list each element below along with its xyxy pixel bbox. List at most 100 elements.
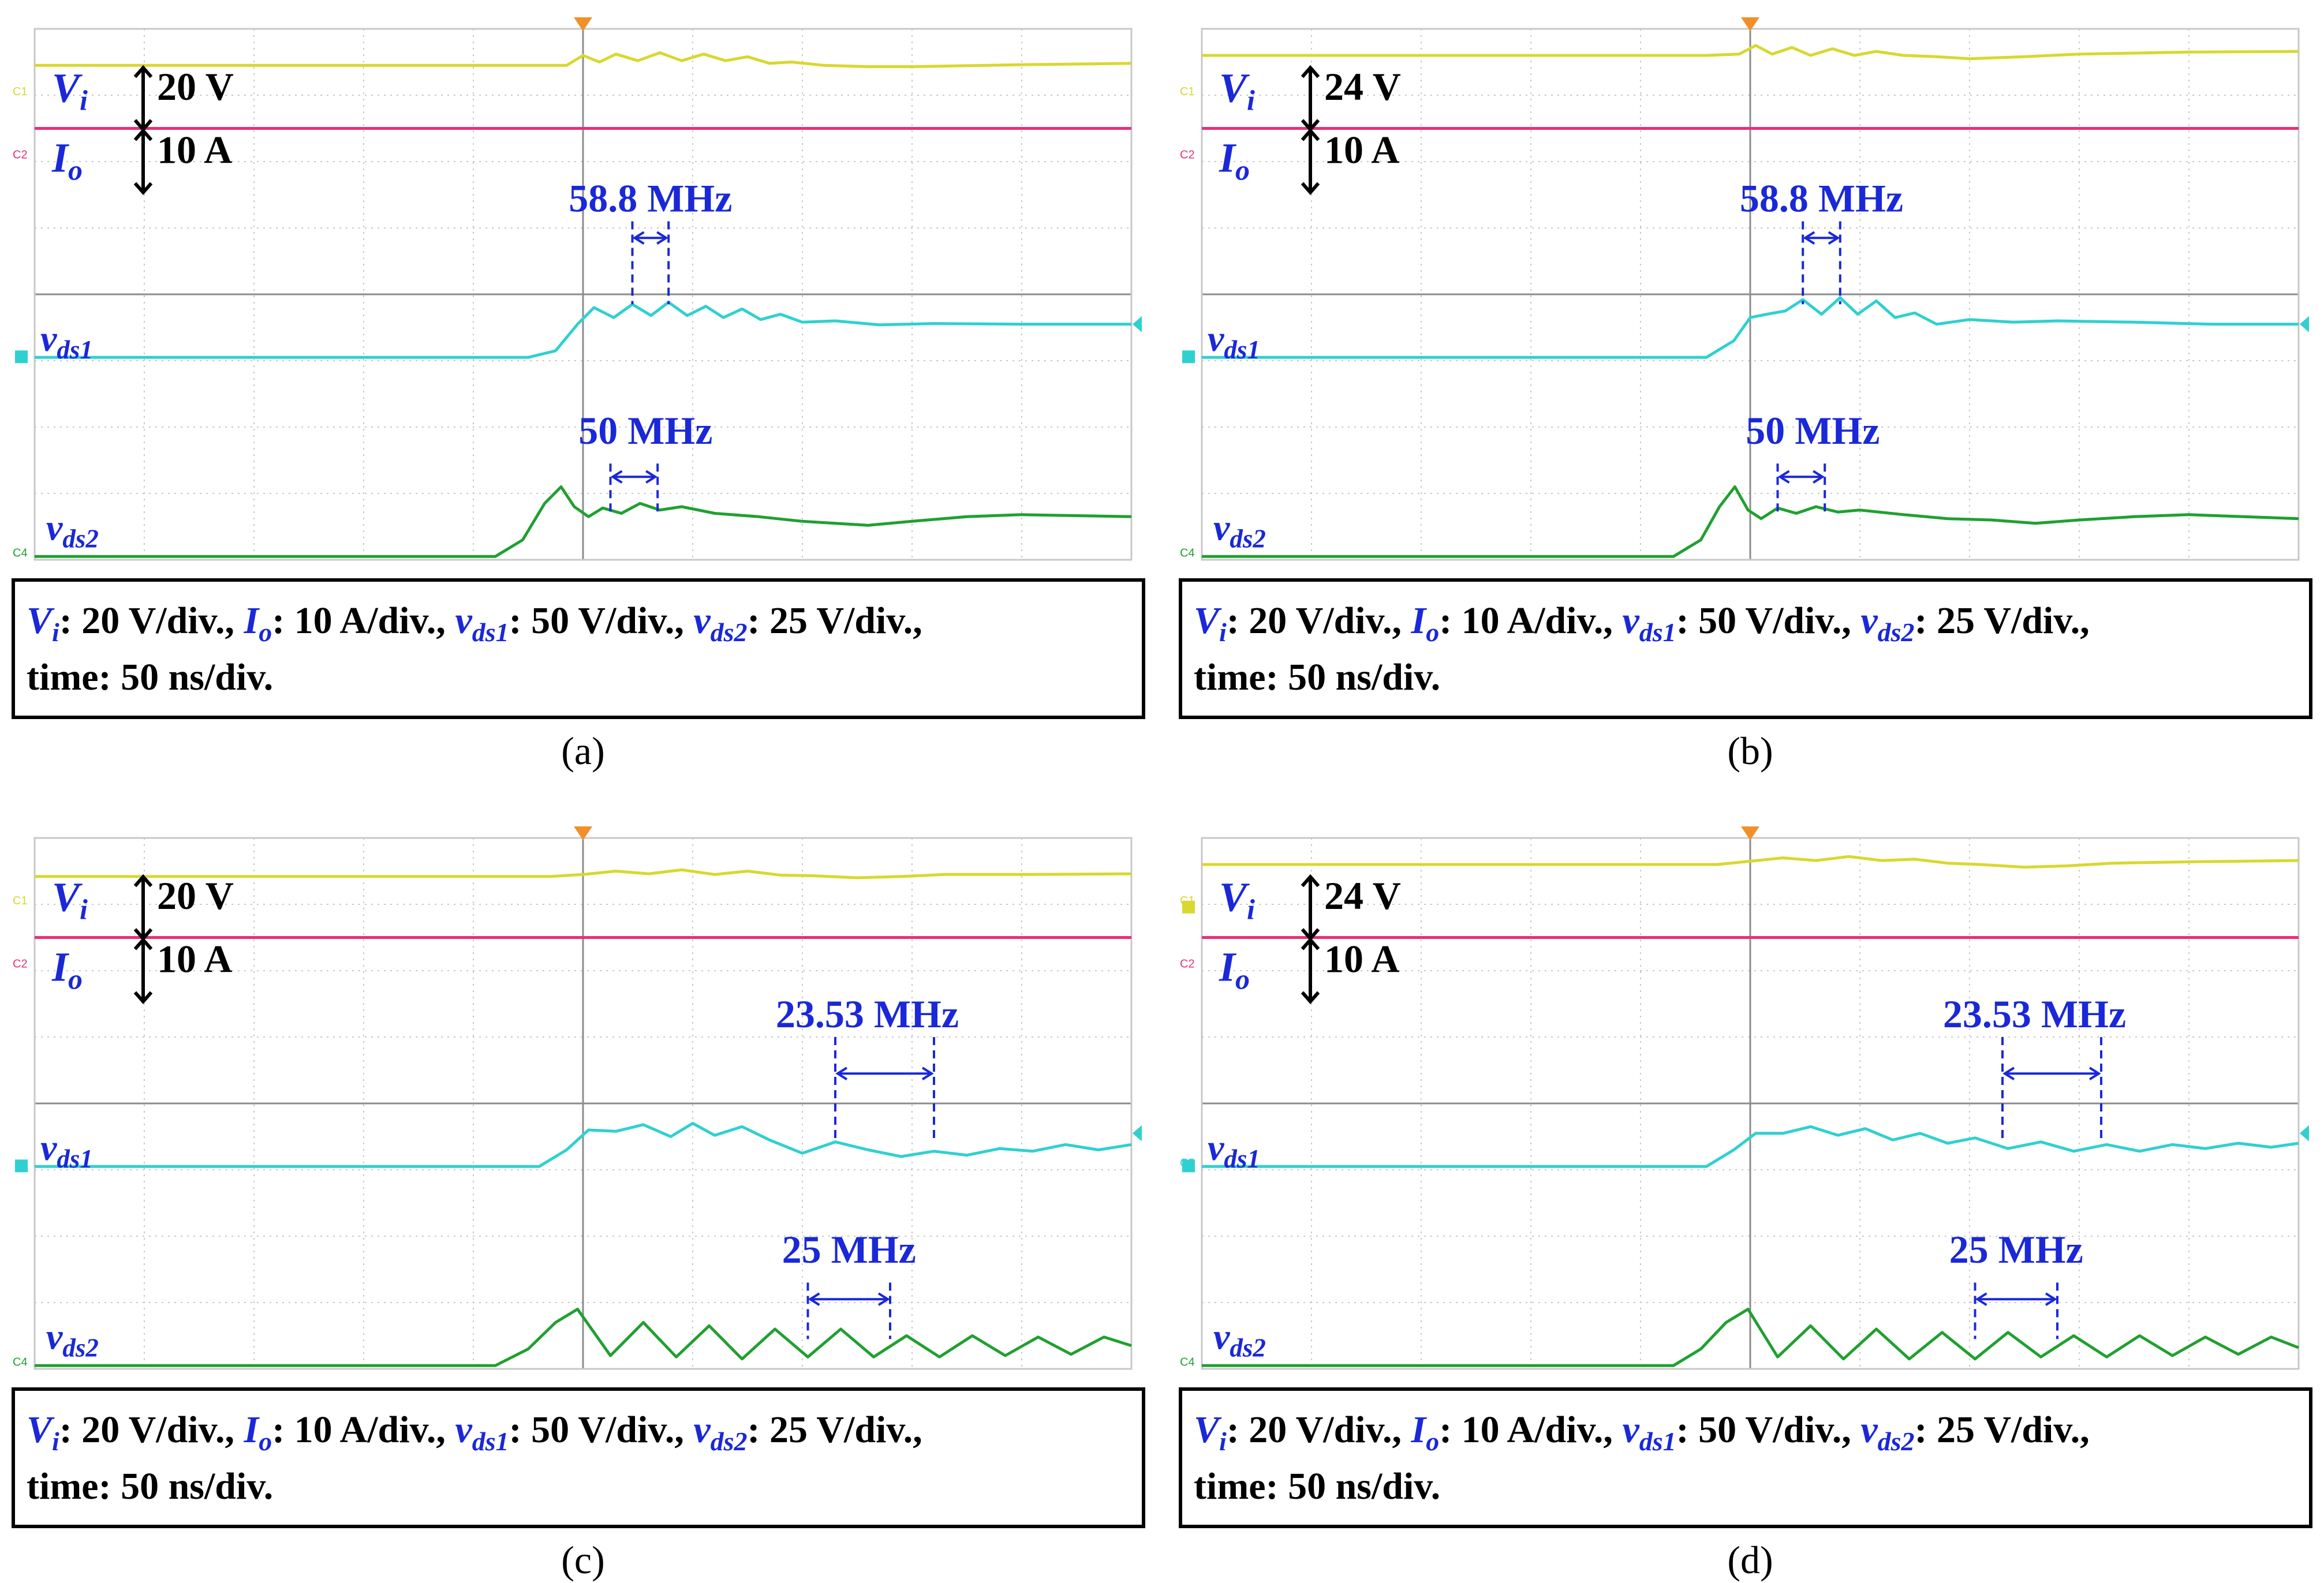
scope-settings-box: Vi: 20 V/div., Io: 10 A/div., vds1: 50 V…	[1179, 578, 2312, 719]
channel-marker-c4: C4	[1180, 1356, 1195, 1368]
vi-scale-arrow-icon	[1301, 874, 1320, 941]
trace-vds2	[35, 485, 1132, 558]
settings-vds1-scale: : 50 V/div.,	[1676, 1409, 1861, 1451]
vi-scale-arrow-icon	[133, 65, 153, 132]
vi-scale-label: 20 V	[157, 65, 234, 108]
label-vds2: vds2	[1213, 507, 1266, 553]
waveform-plot: C1 C2 C4 Vi Io vds1 vds2 20 V 10 A 23.53 MHz 25 MH…	[13, 826, 1142, 1370]
settings-io-symbol: Io	[244, 600, 272, 648]
vds1-period-marker	[2001, 1037, 2102, 1143]
io-scale-arrow-icon	[1301, 937, 1320, 1005]
settings-vi-symbol: Vi	[1194, 1409, 1227, 1457]
settings-vi-scale: : 20 V/div.,	[1226, 600, 1411, 642]
vi-scale-label: 20 V	[157, 874, 234, 918]
panel-caption: (b)	[1727, 729, 1773, 773]
trace-vi	[1202, 44, 2299, 61]
label-vds1: vds1	[40, 1127, 93, 1173]
settings-vds1-scale: : 50 V/div.,	[1676, 600, 1861, 642]
vds1-period-marker	[631, 221, 670, 305]
vds2-period-marker	[1974, 1282, 2058, 1339]
label-io: Io	[51, 134, 83, 186]
channel-marker-c4: C4	[1180, 547, 1195, 559]
channel-marker-c4: C4	[13, 1356, 28, 1368]
settings-line-1: Vi: 20 V/div., Io: 10 A/div., vds1: 50 V…	[27, 599, 922, 648]
trace-vds1	[1202, 1125, 2299, 1168]
vds1-level-pointer-icon	[1133, 316, 1142, 332]
channel-marker-c2: C2	[13, 957, 28, 970]
label-vds1: vds1	[40, 318, 93, 364]
vds1-frequency-label: 23.53 MHz	[776, 992, 959, 1036]
panel-caption: (d)	[1727, 1538, 1773, 1582]
label-vds2: vds2	[1213, 1316, 1266, 1363]
trace-vi	[35, 868, 1132, 880]
vds1-level-pointer-icon	[2300, 1125, 2309, 1142]
io-scale-label: 10 A	[157, 128, 232, 171]
settings-io-scale: : 10 A/div.,	[272, 1409, 455, 1451]
label-vds2: vds2	[46, 507, 99, 553]
vds1-ground-marker-icon	[15, 350, 28, 364]
channel-marker-c1: C1	[1180, 85, 1195, 98]
label-vi: Vi	[1219, 65, 1255, 117]
settings-vds2-scale: : 25 V/div.,	[1914, 1409, 2090, 1451]
io-scale-label: 10 A	[1324, 128, 1399, 171]
settings-io-symbol: Io	[1411, 1409, 1440, 1457]
vds2-frequency-label: 25 MHz	[1949, 1228, 2083, 1271]
vds2-frequency-label: 50 MHz	[578, 409, 712, 452]
vds1-frequency-label: 58.8 MHz	[569, 176, 732, 220]
settings-time-scale: time: 50 ns/div.	[1194, 1465, 1441, 1507]
settings-line-1: Vi: 20 V/div., Io: 10 A/div., vds1: 50 V…	[1194, 599, 2090, 648]
settings-vds2-scale: : 25 V/div.,	[747, 600, 922, 642]
label-vi: Vi	[52, 65, 88, 117]
vi-scale-label: 24 V	[1324, 874, 1401, 918]
waveform-plot: C1 C2 C4 Vi Io vds1 vds2 20 V 10 A 58.8 MHz 50 MHz	[13, 17, 1142, 561]
vds1-frequency-label: 23.53 MHz	[1943, 992, 2126, 1036]
settings-vds1-scale: : 50 V/div.,	[509, 1409, 694, 1451]
vi-scale-label: 24 V	[1324, 65, 1401, 108]
scope-settings-box: Vi: 20 V/div., Io: 10 A/div., vds1: 50 V…	[12, 1387, 1145, 1528]
trace-vds1	[35, 1122, 1132, 1168]
settings-vds2-symbol: vds2	[1860, 1409, 1915, 1457]
oscilloscope-screen: C1 C2 C4 Vi Io vds1 vds2 24 V 10 A 58.8 MHz 50 MHz	[1179, 17, 2322, 571]
trace-vds2	[1202, 485, 2299, 558]
oscilloscope-screen: C1C2C3C4ViIovds1vds224 V10 A23.53 MHz25 …	[1179, 826, 2322, 1380]
trigger-marker-icon	[574, 826, 592, 840]
channel-marker-c2: C2	[1180, 957, 1195, 970]
settings-vds2-symbol: vds2	[693, 600, 748, 648]
settings-io-symbol: Io	[244, 1409, 272, 1457]
trace-vds2	[1202, 1308, 2299, 1367]
panel-caption: (a)	[561, 729, 605, 773]
settings-time-scale: time: 50 ns/div.	[27, 1465, 274, 1507]
settings-vi-symbol: Vi	[1194, 600, 1227, 648]
trace-vds1	[1202, 296, 2299, 359]
label-io: Io	[1219, 944, 1250, 995]
oscilloscope-screen: C1 C2 C4 Vi Io vds1 vds2 20 V 10 A 58.8 MHz 50 MHz	[12, 17, 1154, 571]
label-vi: Vi	[1219, 874, 1255, 926]
label-vds2: vds2	[46, 1316, 99, 1363]
scope-settings-box: Vi: 20 V/div., Io: 10 A/div., vds1: 50 V…	[1179, 1387, 2312, 1528]
vds1-ground-marker-icon	[15, 1159, 28, 1173]
vds1-ground-marker-icon	[1182, 350, 1195, 364]
settings-vds1-symbol: vds1	[455, 1409, 509, 1457]
channel-marker-c2: C2	[13, 148, 28, 161]
vds2-frequency-label: 25 MHz	[782, 1228, 916, 1271]
vds1-frequency-label: 58.8 MHz	[1740, 176, 1903, 220]
settings-time-scale: time: 50 ns/div.	[27, 656, 274, 698]
trace-vi	[35, 51, 1132, 68]
settings-vds2-scale: : 25 V/div.,	[1914, 600, 2090, 642]
settings-vi-symbol: Vi	[27, 1409, 59, 1457]
io-scale-label: 10 A	[157, 937, 232, 981]
waveform-plot: C1 C2 C4 Vi Io vds1 vds2 24 V 10 A 58.8 MHz 50 MHz	[1180, 17, 2309, 561]
settings-vi-scale: : 20 V/div.,	[59, 1409, 244, 1451]
io-scale-arrow-icon	[133, 937, 153, 1005]
channel-marker-c1: C1	[13, 85, 28, 98]
trace-vi	[1202, 855, 2299, 869]
vds1-level-pointer-icon	[1133, 1125, 1142, 1142]
label-vds1: vds1	[1208, 318, 1260, 364]
label-vi: Vi	[52, 874, 88, 926]
vds2-period-marker	[806, 1282, 891, 1339]
trigger-marker-icon	[1741, 826, 1759, 840]
trace-vds2	[35, 1308, 1132, 1367]
scope-settings-box: Vi: 20 V/div., Io: 10 A/div., vds1: 50 V…	[12, 578, 1145, 719]
settings-vds2-symbol: vds2	[1860, 600, 1915, 648]
label-vds1: vds1	[1208, 1127, 1260, 1173]
